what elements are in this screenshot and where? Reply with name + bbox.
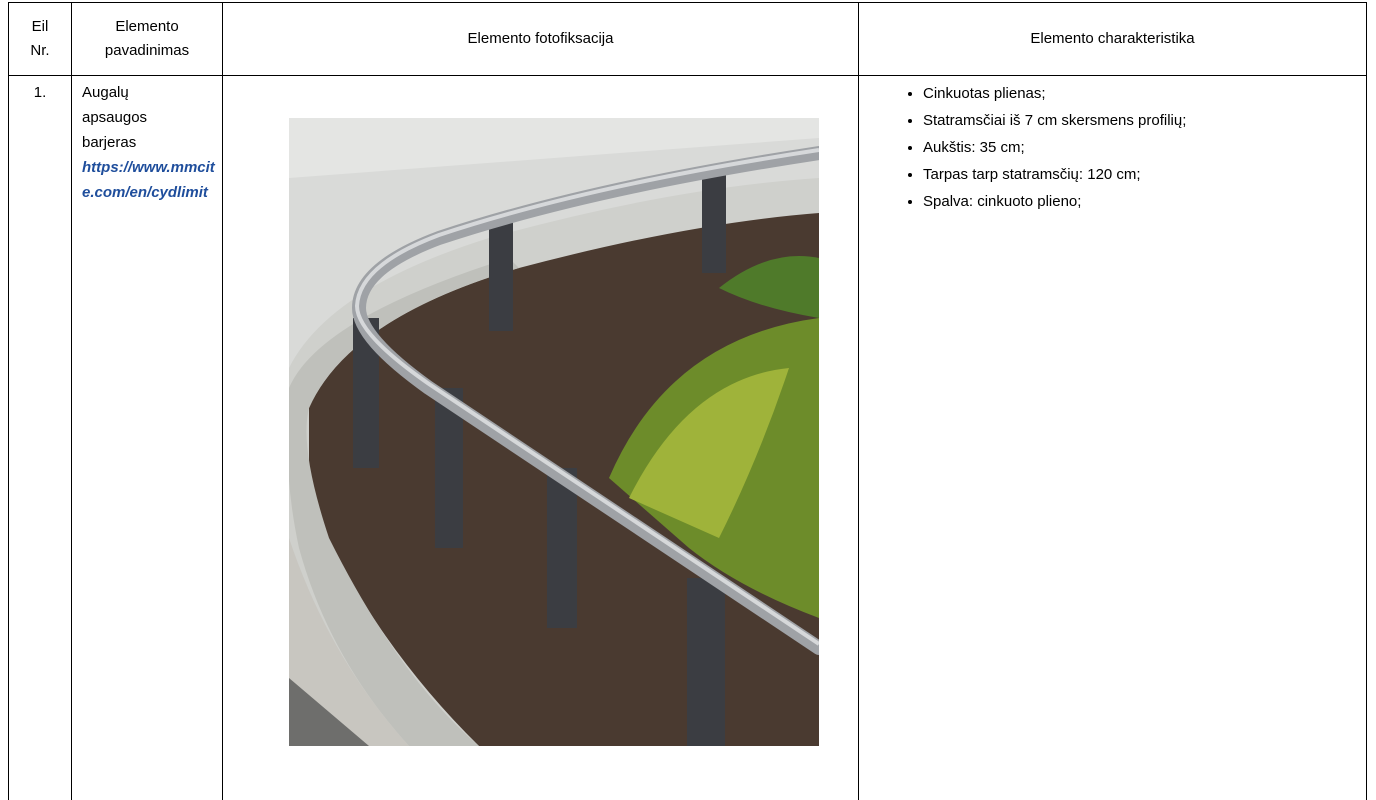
document: Eil Nr. Elemento pavadinimas Elemento fo… — [8, 2, 1366, 800]
header-cell: Elemento charakteristika — [859, 3, 1367, 76]
characteristics-cell: Cinkuotas plienas; Statramsčiai iš 7 cm … — [859, 76, 1367, 800]
body-row: 1. Augalų apsaugos barjeras https://www.… — [9, 76, 1367, 800]
header-text: Elemento fotofiksacija — [468, 30, 614, 47]
characteristic: Aukštis: 35 cm; — [923, 134, 1366, 161]
characteristic: Statramsčiai iš 7 cm skersmens profilių; — [923, 107, 1366, 134]
row-number: 1. — [34, 84, 47, 101]
header-text: Elemento charakteristika — [1030, 30, 1194, 47]
number-cell: 1. — [9, 76, 72, 800]
header-cell: Elemento fotofiksacija — [223, 3, 859, 76]
photo — [289, 118, 819, 746]
header-cell: Elemento pavadinimas — [72, 3, 223, 76]
header-text: Elemento pavadinimas — [105, 15, 189, 63]
header-row: Eil Nr. Elemento pavadinimas Elemento fo… — [9, 3, 1367, 76]
element-table: Eil Nr. Elemento pavadinimas Elemento fo… — [8, 2, 1367, 800]
element-link[interactable]: https://www.mmcite.com/en/cydlimit — [82, 155, 222, 205]
photo-cell — [223, 76, 859, 800]
header-text: Eil Nr. — [30, 15, 49, 63]
characteristics-list: Cinkuotas plienas; Statramsčiai iš 7 cm … — [859, 80, 1366, 215]
header-cell: Eil Nr. — [9, 3, 72, 76]
characteristic: Spalva: cinkuoto plieno; — [923, 188, 1366, 215]
name-cell: Augalų apsaugos barjeras https://www.mmc… — [72, 76, 223, 800]
characteristic: Cinkuotas plienas; — [923, 80, 1366, 107]
characteristic: Tarpas tarp statramsčių: 120 cm; — [923, 161, 1366, 188]
element-name: Augalų apsaugos barjeras — [82, 80, 147, 155]
